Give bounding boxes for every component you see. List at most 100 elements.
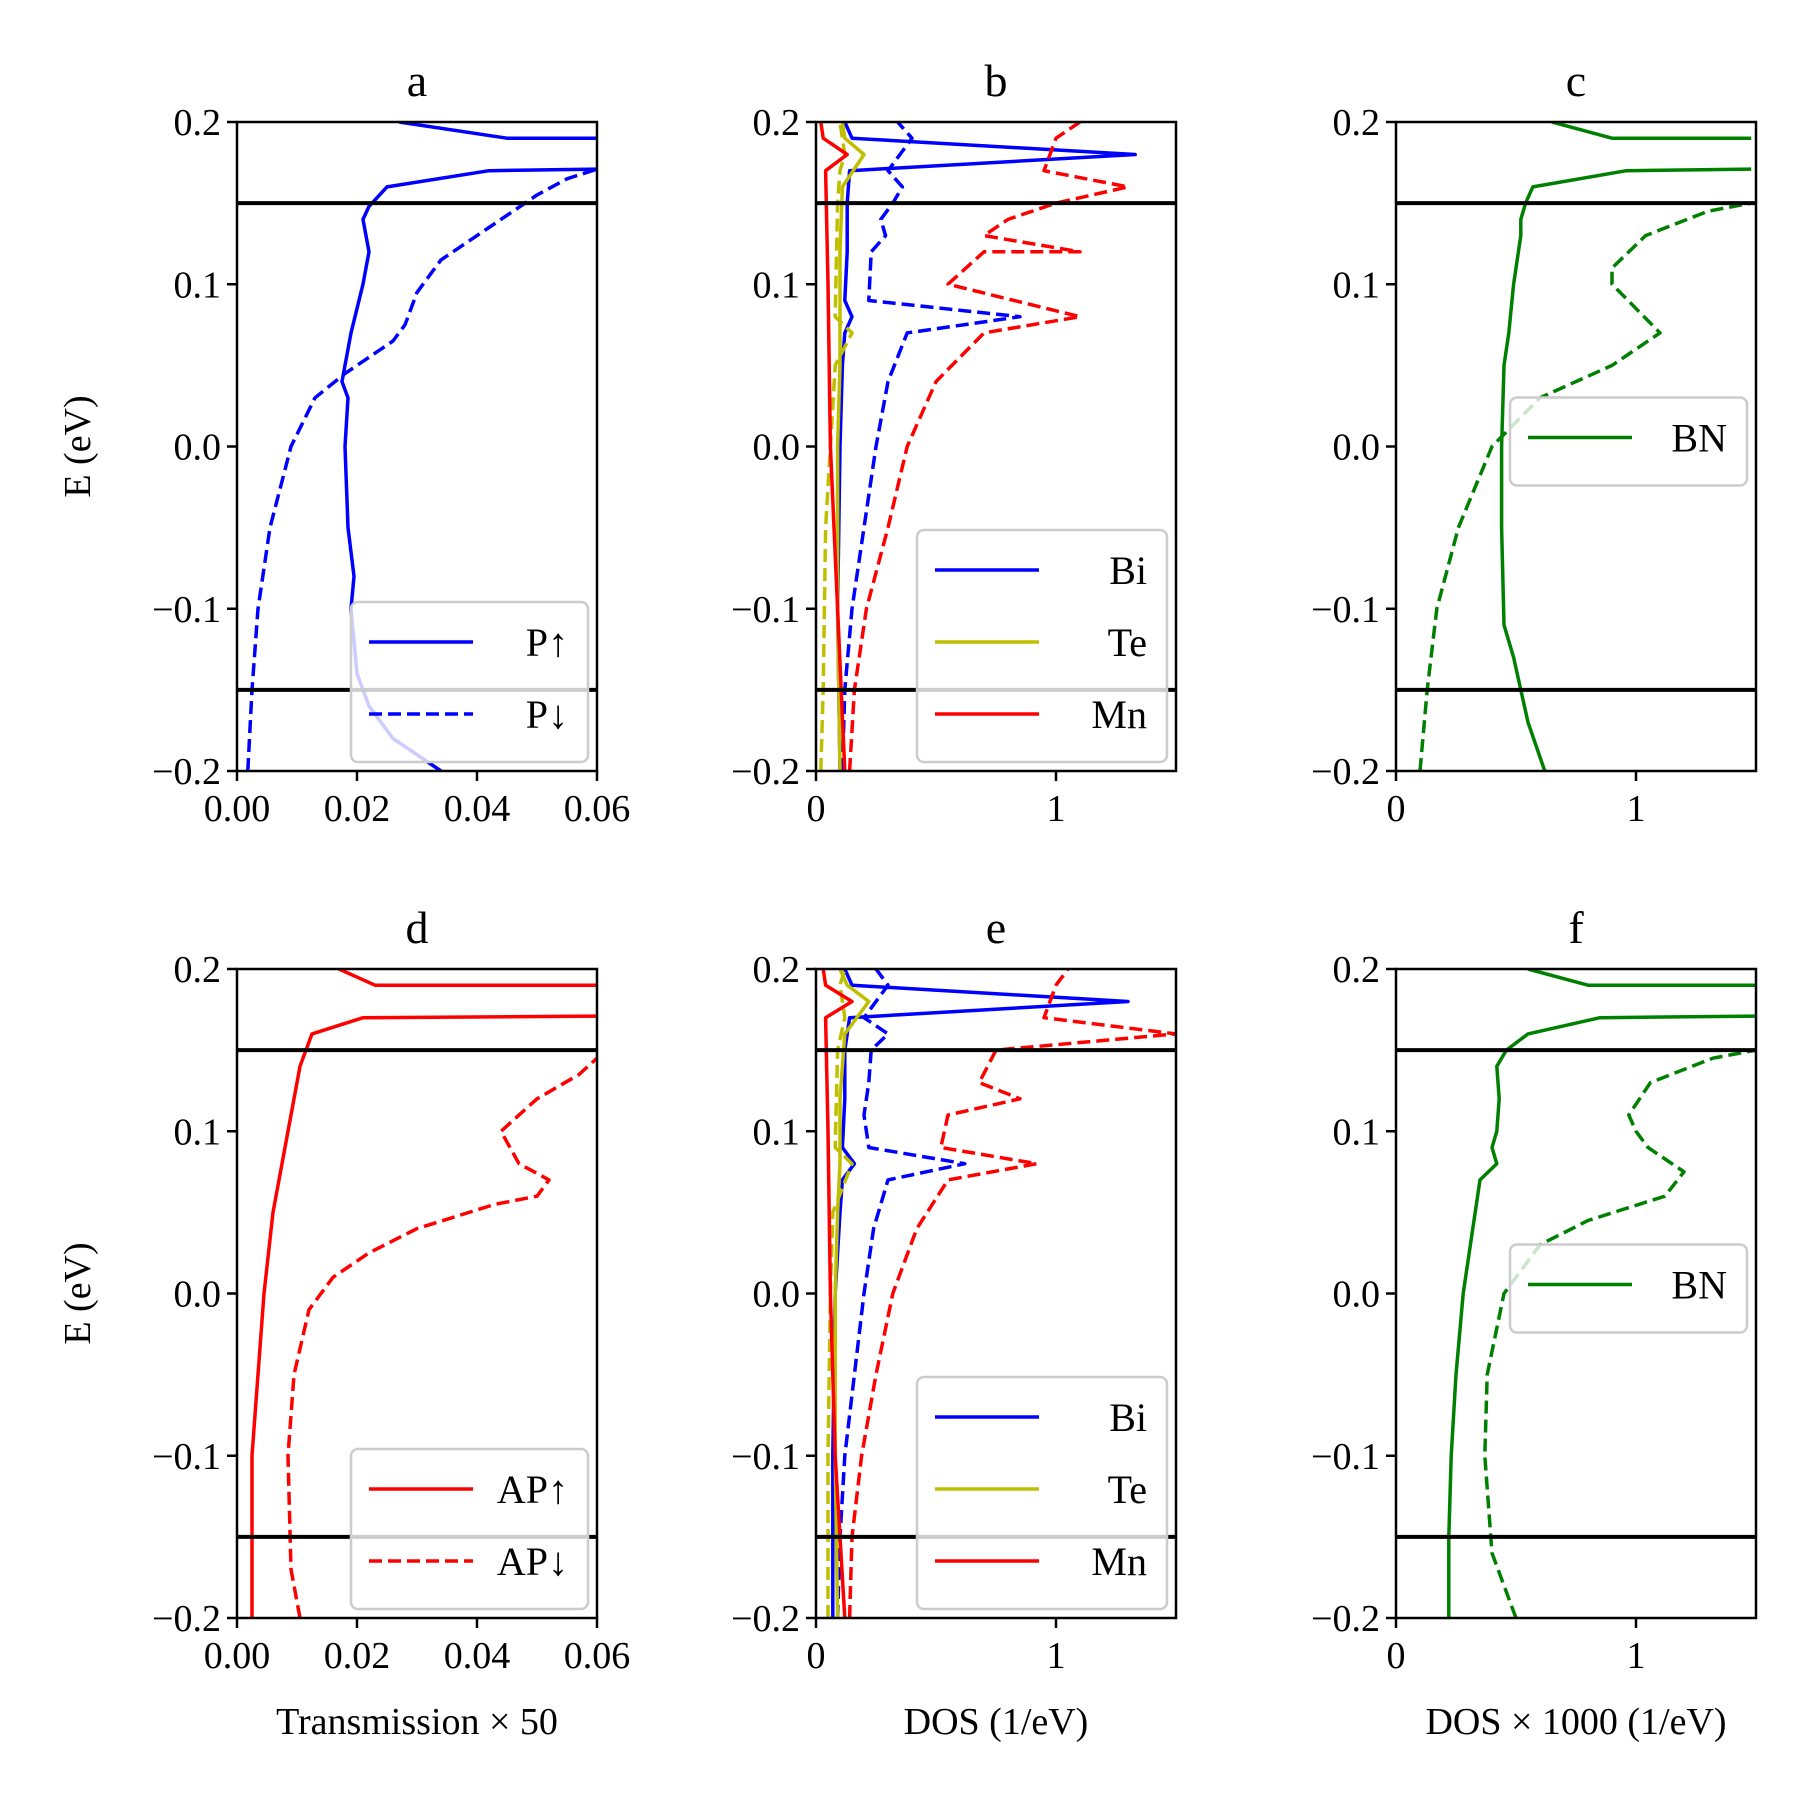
legend-box: [915, 528, 1169, 764]
y-tick-label: −0.1: [152, 1436, 221, 1478]
panel-title: f: [1568, 902, 1584, 953]
panel-e: −0.2 −0.1 0.0 0.1 0.2 0 1 e DOS (1/eV) Bi Te Mn: [731, 902, 1178, 1743]
y-tick-label: −0.1: [1311, 1436, 1380, 1478]
y-tick-label: 0.0: [174, 1274, 222, 1316]
y-tick-label: 0.2: [1333, 949, 1381, 991]
y-tick-label: 0.1: [1333, 264, 1381, 306]
x-tick-label: 0: [1387, 788, 1406, 830]
y-tick-label: −0.2: [1311, 1598, 1380, 1640]
panel-c: −0.2 −0.1 0.0 0.1 0.2 0 1 c BN: [1311, 55, 1758, 830]
panel-title: b: [985, 55, 1008, 106]
series-line-AP↑: [250, 1014, 597, 1618]
panel-title: d: [406, 902, 429, 953]
legend-label: AP↓: [497, 1539, 568, 1584]
legend-label: P↑: [526, 620, 568, 665]
legend-label: Bi: [1109, 548, 1147, 593]
panel-title: a: [407, 55, 427, 106]
x-axis-label: DOS (1/eV): [904, 1701, 1089, 1743]
legend: BN: [1508, 396, 1749, 487]
series-line-BN: [1447, 1014, 1756, 1618]
series-line-AP↓: [286, 1056, 597, 1618]
y-axis-label: E (eV): [57, 1242, 99, 1344]
y-tick-label: −0.1: [731, 1436, 800, 1478]
y-tick-label: 0.2: [753, 949, 801, 991]
y-tick-label: 0.0: [1333, 1274, 1381, 1316]
y-tick-label: −0.2: [731, 1598, 800, 1640]
y-tick-label: 0.0: [753, 427, 801, 469]
series-line-BN: [1499, 167, 1752, 771]
x-axis-label: Transmission × 50: [276, 1701, 558, 1743]
y-axis-label: E (eV): [57, 395, 99, 497]
series-line-Mn: [821, 969, 854, 1618]
series-line-aux-2: [1551, 122, 1752, 140]
panel-title: c: [1566, 55, 1586, 106]
x-tick-label: 0: [807, 1635, 826, 1677]
y-tick-label: −0.1: [1311, 589, 1380, 631]
y-tick-label: 0.2: [174, 102, 222, 144]
x-tick-label: 1: [1047, 788, 1066, 830]
panel-d: −0.2 −0.1 0.0 0.1 0.2 0.00 0.02 0.04 0.06 d E (eV)…: [57, 902, 630, 1743]
y-tick-label: 0.1: [174, 264, 222, 306]
legend-box: [915, 1375, 1169, 1611]
legend: Bi Te Mn: [915, 1375, 1169, 1611]
legend: AP↑ AP↓: [349, 1447, 590, 1611]
legend-label: BN: [1671, 1263, 1727, 1308]
y-tick-label: −0.1: [152, 589, 221, 631]
y-tick-label: 0.1: [1333, 1111, 1381, 1153]
series-line-Te: [835, 122, 866, 771]
x-tick-label: 0.00: [204, 1635, 271, 1677]
legend-label: Te: [1108, 620, 1147, 665]
x-tick-label: 0.00: [204, 788, 271, 830]
series-line-aux-2: [1527, 969, 1756, 987]
y-tick-label: 0.0: [174, 427, 222, 469]
series-line-aux-1: [1483, 1048, 1756, 1618]
legend-label: Mn: [1091, 1539, 1147, 1584]
x-tick-label: 0.02: [324, 788, 391, 830]
legend-label: P↓: [526, 692, 568, 737]
legend-box: [1508, 1243, 1749, 1334]
series-line-aux-2: [338, 969, 597, 987]
y-tick-label: −0.1: [731, 589, 800, 631]
x-tick-label: 1: [1627, 1635, 1646, 1677]
y-tick-label: 0.1: [753, 264, 801, 306]
series-line-Te: [833, 969, 871, 1618]
y-tick-label: 0.1: [753, 1111, 801, 1153]
y-tick-label: 0.2: [1333, 102, 1381, 144]
legend: P↑ P↓: [349, 600, 590, 764]
legend-label: BN: [1671, 416, 1727, 461]
legend: BN: [1508, 1243, 1749, 1334]
panel-a: −0.2 −0.1 0.0 0.1 0.2 0.00 0.02 0.04 0.06 a E (eV)…: [57, 55, 630, 830]
panel-title: e: [986, 902, 1006, 953]
x-tick-label: 0: [807, 788, 826, 830]
y-tick-label: −0.2: [152, 751, 221, 793]
x-tick-label: 1: [1627, 788, 1646, 830]
x-tick-label: 0.02: [324, 1635, 391, 1677]
legend-label: Bi: [1109, 1395, 1147, 1440]
series-line-aux-1: [840, 122, 1022, 771]
plot-area: [1396, 122, 1756, 771]
plot-area: [1396, 969, 1756, 1618]
plot-area: [816, 122, 1176, 771]
series-line-aux-3: [826, 969, 854, 1618]
series-line-P↓: [246, 167, 597, 771]
x-tick-label: 0: [1387, 1635, 1406, 1677]
y-tick-label: −0.2: [1311, 751, 1380, 793]
series-line-aux-5: [847, 969, 1176, 1618]
series-line-Bi: [835, 122, 1137, 771]
x-tick-label: 0.04: [444, 788, 511, 830]
y-tick-label: 0.0: [1333, 427, 1381, 469]
y-tick-label: 0.1: [174, 1111, 222, 1153]
y-tick-label: −0.2: [731, 751, 800, 793]
series-line-aux-1: [1418, 201, 1752, 771]
y-tick-label: 0.2: [753, 102, 801, 144]
y-tick-label: 0.2: [174, 949, 222, 991]
legend-label: AP↑: [497, 1467, 568, 1512]
x-tick-label: 0.06: [564, 1635, 631, 1677]
legend-label: Mn: [1091, 692, 1147, 737]
series-line-Mn: [819, 122, 849, 771]
legend-label: Te: [1108, 1467, 1147, 1512]
series-line-aux-3: [819, 122, 854, 771]
legend: Bi Te Mn: [915, 528, 1169, 764]
x-tick-label: 0.04: [444, 1635, 511, 1677]
